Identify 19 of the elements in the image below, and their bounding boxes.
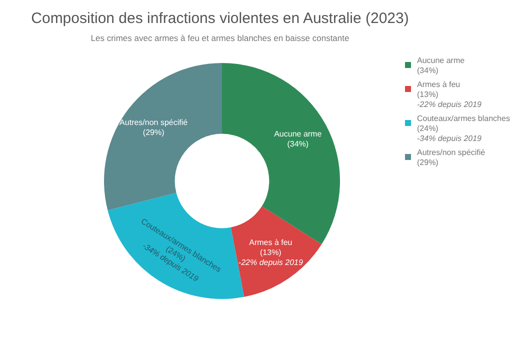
legend-label: Armes à feu bbox=[417, 80, 462, 90]
chart-subtitle: Les crimes avec armes à feu et armes blanches en baisse constante bbox=[90, 33, 350, 43]
legend-label: Autres/non spécifié bbox=[417, 148, 486, 158]
legend-label: Aucune arme bbox=[417, 56, 465, 66]
chart-title: Composition des infractions violentes en Australie (2023) bbox=[30, 10, 410, 27]
text: -22% depuis 2019 bbox=[417, 100, 482, 109]
text: (13%) bbox=[417, 90, 438, 99]
text: (34%) bbox=[417, 66, 438, 75]
slice-label: Armes à feu bbox=[249, 238, 292, 247]
slice-label: Autres/non spécifié bbox=[120, 118, 188, 128]
text: (29%) bbox=[417, 158, 438, 167]
data-label: (13%) bbox=[260, 248, 282, 257]
slice-label: Aucune arme bbox=[274, 129, 322, 138]
data-label: (34%) bbox=[287, 139, 309, 148]
data-label: (29%) bbox=[142, 128, 165, 138]
legend-label: Couteaux/armes blanches bbox=[417, 114, 510, 124]
text: -22% depuis 2019 bbox=[238, 258, 303, 267]
text: -34% depuis 2019 bbox=[417, 134, 482, 143]
text: (24%) bbox=[417, 124, 438, 133]
